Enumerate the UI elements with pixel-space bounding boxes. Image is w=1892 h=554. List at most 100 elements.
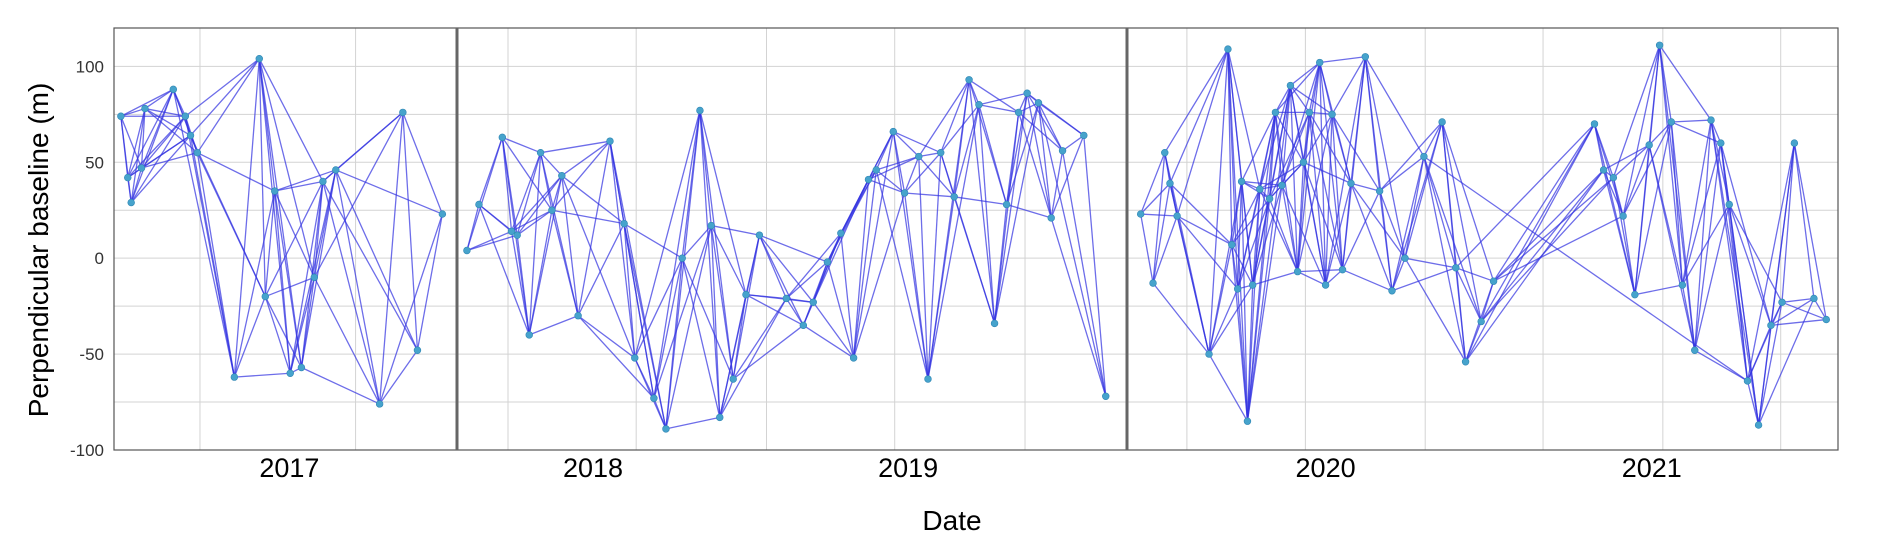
interferogram-edge [1404,257,1467,363]
interferogram-edge [1612,177,1636,295]
interferogram-edge [1813,298,1827,320]
acquisition-point [1166,179,1174,188]
interferogram-edge [710,225,721,418]
acquisition-point [799,321,808,330]
interferogram-edge [416,213,444,351]
acquisition-point [650,394,658,402]
interferogram-edge [1391,267,1457,292]
interferogram-edge [875,131,894,171]
interferogram-edge [516,152,542,236]
interferogram-edge [918,156,955,198]
acquisition-point [332,166,340,174]
interferogram-edge [904,156,920,194]
interferogram-edge [1246,85,1292,422]
interferogram-edge [1140,213,1154,284]
interferogram-edge [1269,112,1310,199]
interferogram-edge [1005,102,1040,205]
acquisition-point [1655,41,1664,49]
interferogram-edge [1259,85,1292,190]
acquisition-point [1645,141,1653,149]
interferogram-edge [379,349,418,405]
acquisition-point [1477,317,1485,326]
acquisition-point [137,164,146,172]
acquisition-point [124,173,132,182]
acquisition-point [286,369,294,377]
interferogram-edge [140,89,174,169]
interferogram-edge [1681,119,1712,286]
interferogram-edge [144,88,174,110]
acquisition-point [1047,214,1055,222]
interferogram-edge [1480,123,1596,322]
interferogram-edge [379,213,444,405]
interferogram-edge [623,223,683,259]
interferogram-edge [335,169,419,351]
interferogram-edge [1274,62,1321,113]
acquisition-point [230,373,239,381]
interferogram-edge [918,79,970,157]
acquisition-point [1717,139,1725,147]
acquisition-point [1286,81,1295,90]
interferogram-edge [1038,102,1085,136]
interferogram-edge [1331,114,1344,270]
acquisition-point [1461,358,1470,366]
year-labels: 2017 2018 2019 2020 2021 [259,453,1681,483]
interferogram-edge [978,104,1008,205]
interferogram-edge [868,155,920,181]
acquisition-point [662,425,670,433]
interferogram-edge [529,315,579,336]
interferogram-edge [1648,45,1661,146]
acquisition-point [1375,187,1384,195]
acquisition-point [849,354,858,362]
acquisition-point [1361,53,1370,61]
interferogram-edge [1152,215,1178,284]
acquisition-point [498,133,507,142]
interferogram-edge [1781,301,1827,321]
interferogram-edge [1404,257,1456,269]
interferogram-edge [577,315,655,399]
interferogram-edge [335,169,381,405]
interferogram-edge [1240,181,1249,422]
interferogram-edge [1302,162,1344,270]
acquisition-point [1754,421,1763,429]
interferogram-edge [264,296,291,374]
interferogram-edge [978,104,1019,114]
interferogram-edge [1152,183,1171,284]
acquisition-point [525,331,533,339]
interferogram-edge [1303,161,1352,184]
interferogram-edge [665,110,701,429]
acquisition-point [463,246,471,255]
acquisition-point [141,104,149,113]
interferogram-edge [1493,215,1624,282]
interferogram-edge [1670,121,1696,351]
interferogram-edge [1176,215,1233,246]
interferogram-edge [978,92,1028,106]
interferogram-edge [1423,156,1467,362]
acquisition-point [1609,173,1618,182]
acquisition-point [1243,417,1252,425]
interferogram-edge [1757,298,1815,426]
interferogram-edge [1681,284,1696,351]
interferogram-edge [258,58,291,374]
interferogram-edge [785,261,828,299]
interferogram-edge [1378,190,1393,291]
interferogram-edge [940,79,970,153]
interferogram-edge [1006,203,1052,219]
interferogram-edge [120,88,174,117]
interferogram-edge [1770,318,1827,326]
interferogram-edge [1746,142,1796,382]
interferogram-edge [1493,177,1614,282]
acquisition-point [513,231,521,239]
interferogram-edge [623,223,655,399]
interferogram-edge [1342,269,1393,292]
acquisition-point [1678,281,1687,289]
x-axis-title: Date [922,505,981,536]
interferogram-edge [1694,349,1748,382]
acquisition-point [255,54,263,63]
acquisition-point [1316,58,1324,67]
interferogram-edge [510,231,530,336]
acquisition-point [1205,350,1213,358]
interferogram-edge [1465,169,1605,363]
acquisition-point [127,198,135,207]
interferogram-edge [120,107,146,117]
interferogram-edge [1018,111,1063,152]
